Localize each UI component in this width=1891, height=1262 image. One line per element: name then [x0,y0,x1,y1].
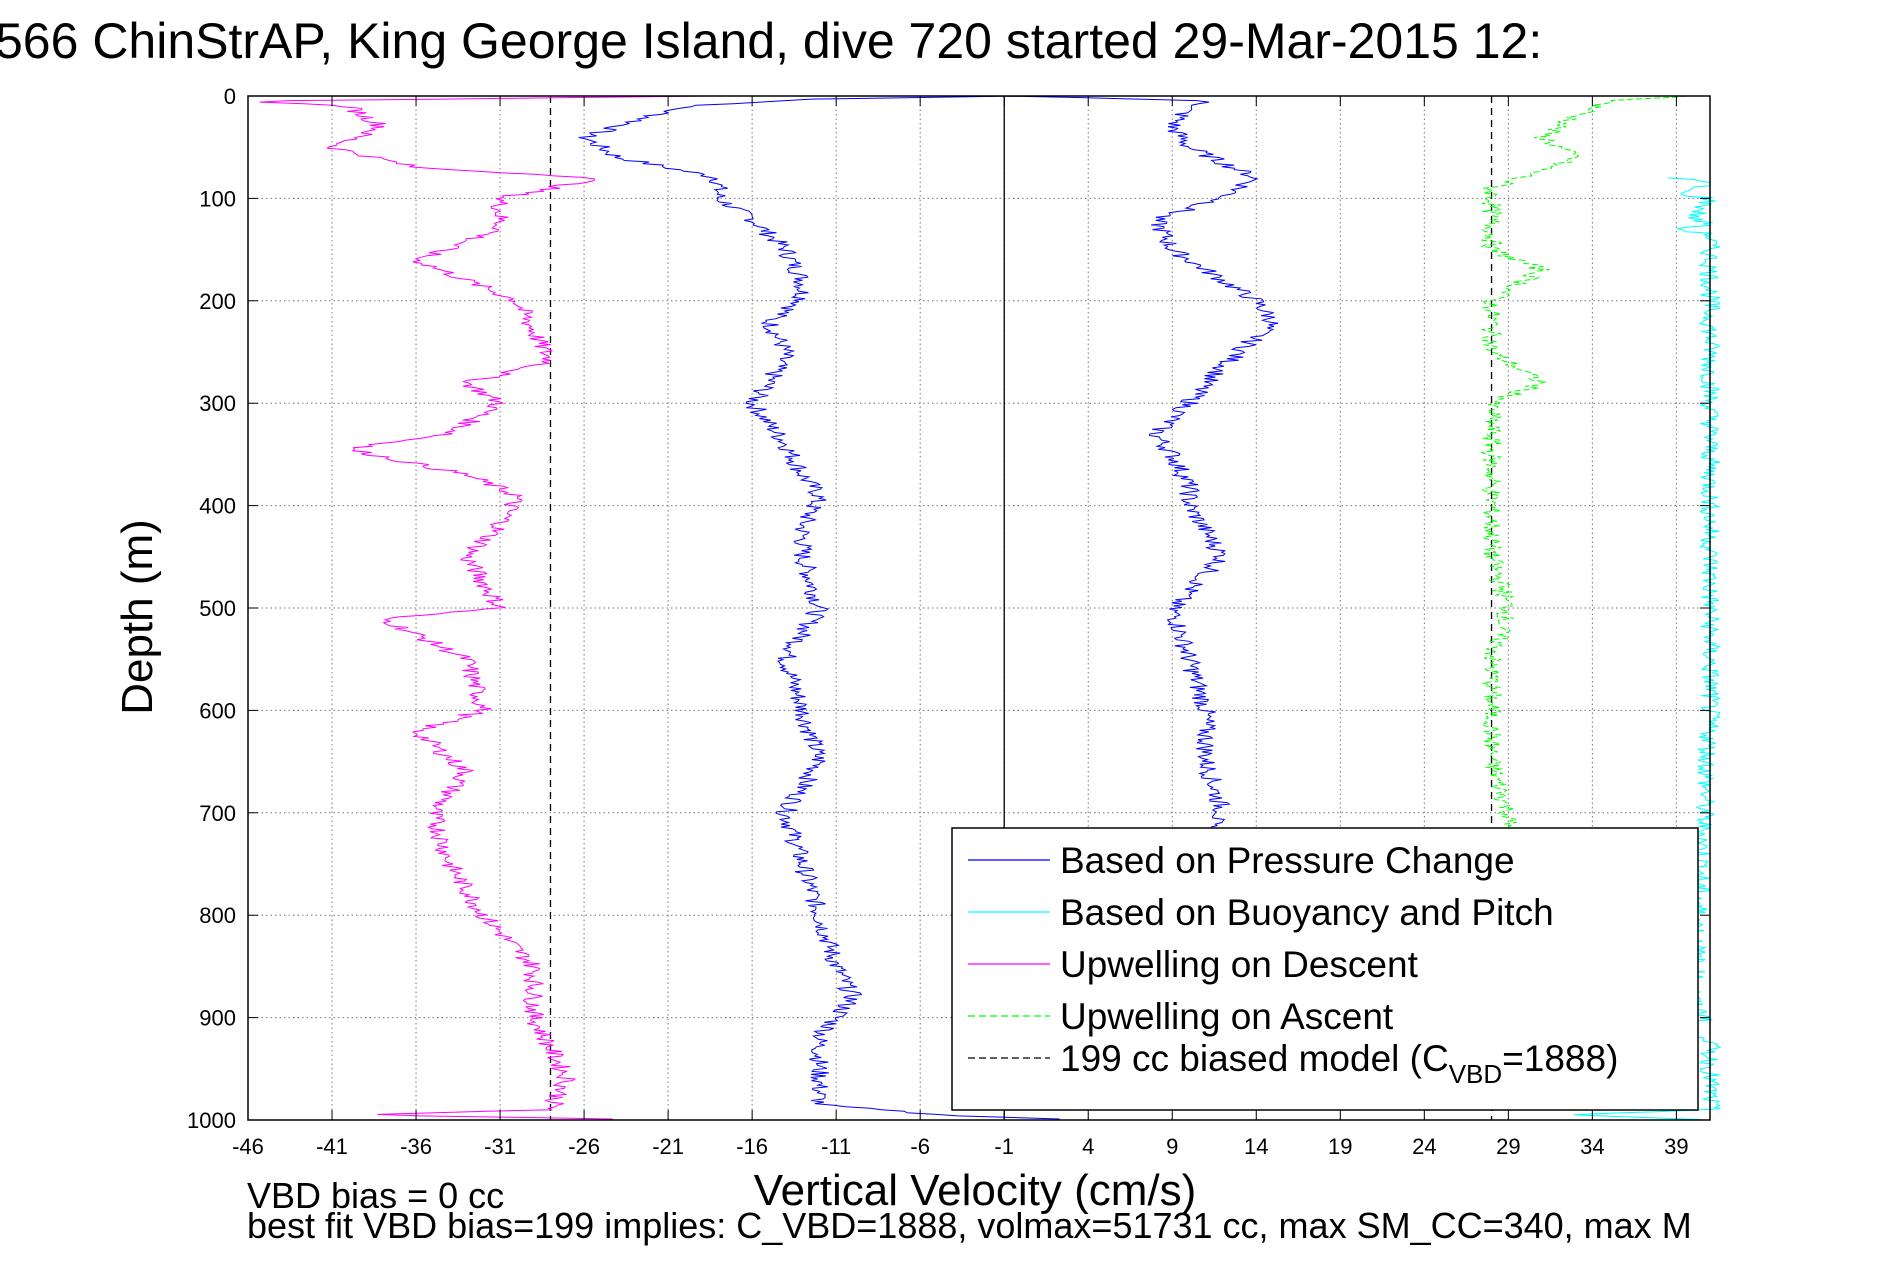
x-tick-label: -26 [568,1134,600,1159]
y-tick-label: 100 [199,186,236,211]
legend-label: Upwelling on Ascent [1060,996,1394,1037]
x-axis-label: Vertical Velocity (cm/s) [754,1166,1197,1215]
series-line-0 [578,95,1060,1120]
series-line-1 [1000,95,1279,828]
series-line-2 [259,95,710,1120]
footer-line-2: best fit VBD bias=199 implies: C_VBD=188… [247,1205,1692,1246]
legend-label: Based on Buoyancy and Pitch [1060,892,1554,933]
y-tick-label: 800 [199,903,236,928]
legend-label: Upwelling on Descent [1060,944,1419,985]
x-tick-label: -11 [821,1134,851,1159]
x-tick-label: 19 [1328,1134,1352,1159]
x-tick-label: -31 [484,1134,516,1159]
x-tick-label: 14 [1244,1134,1268,1159]
y-tick-labels: 0 100 200 300 400 500 600 700 800 900 1000 [187,84,236,1133]
x-tick-label: 34 [1580,1134,1604,1159]
x-tick-label: -1 [994,1134,1014,1159]
x-tick-label: -6 [910,1134,930,1159]
x-tick-label: 9 [1166,1134,1178,1159]
y-tick-label: 1000 [187,1108,236,1133]
x-tick-label: -21 [652,1134,684,1159]
legend-label: Based on Pressure Change [1060,840,1515,881]
x-tick-label: -16 [736,1134,768,1159]
footer-line-1: VBD bias = 0 cc [247,1175,504,1216]
x-tick-label: -41 [316,1134,348,1159]
y-tick-label: 300 [199,391,236,416]
y-axis-label: Depth (m) [113,519,162,715]
y-tick-label: 700 [199,801,236,826]
y-tick-label: 900 [199,1006,236,1031]
x-tick-labels: -46 -41 -36 -31 -26 -21 -16 -11 -6 -1 4 9 14 19 24 29 34… [232,1134,1689,1159]
series-line-3 [1480,95,1687,828]
x-tick-label: 29 [1496,1134,1520,1159]
x-tick-label: -46 [232,1134,264,1159]
y-tick-label: 0 [224,84,236,109]
x-tick-label: 24 [1412,1134,1436,1159]
legend: Based on Pressure Change Based on Buoyanc… [951,827,1699,1111]
legend-box [951,827,1699,1111]
y-tick-label: 500 [199,596,236,621]
y-tick-label: 600 [199,698,236,723]
y-tick-label: 200 [199,289,236,314]
chart-title: 566 ChinStrAP, King George Island, dive … [0,13,1542,69]
x-tick-label: 39 [1664,1134,1688,1159]
y-tick-label: 400 [199,494,236,519]
x-tick-label: -36 [400,1134,432,1159]
x-tick-label: 4 [1082,1134,1094,1159]
axis-ticks [247,95,1710,1121]
